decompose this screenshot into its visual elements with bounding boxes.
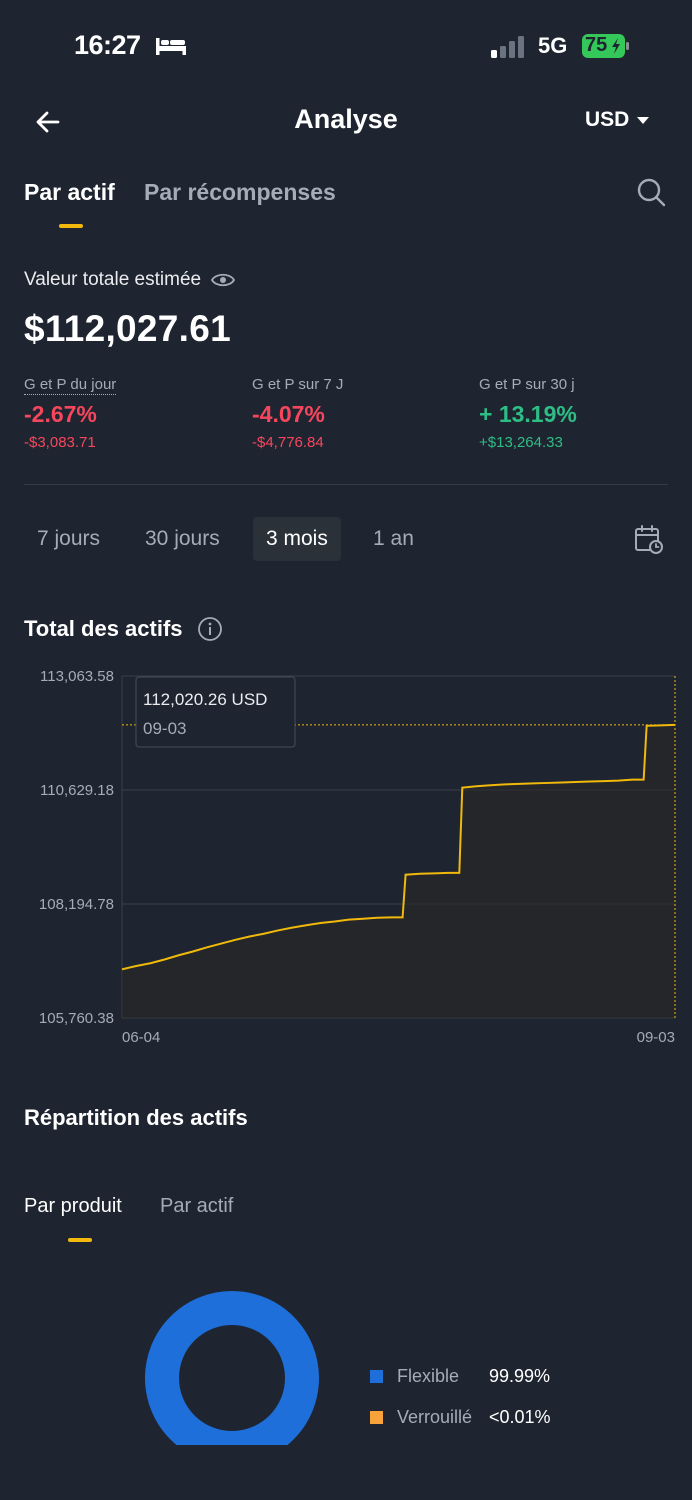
network-type: 5G (538, 33, 568, 58)
x-tick-start: 06-04 (122, 1029, 160, 1046)
chart-series-line (121, 723, 676, 971)
period-7d[interactable]: 7 jours (37, 527, 101, 550)
legend-value-locked: <0.01% (489, 1407, 551, 1427)
page-title: Analyse (294, 104, 398, 134)
pnl-30d-label: G et P sur 30 j (479, 376, 575, 393)
legend-value-flexible: 99.99% (489, 1366, 551, 1386)
chart-area-fill (122, 724, 675, 1018)
tab-by-asset-alloc[interactable]: Par actif (160, 1195, 234, 1217)
estimated-value-text: Valeur totale estimée (24, 269, 202, 290)
legend-name-flexible: Flexible (397, 1366, 460, 1386)
alloc-tab-indicator (68, 1238, 92, 1242)
total-value: $112,027.61 (24, 308, 232, 349)
legend-swatch-flexible (370, 1370, 383, 1383)
battery-level: 75 (585, 34, 608, 56)
info-icon[interactable] (197, 616, 223, 642)
total-assets-title: Total des actifs (24, 616, 223, 642)
back-arrow-icon[interactable] (34, 108, 62, 136)
eye-icon[interactable] (211, 272, 236, 288)
legend-locked: Verrouillé <0.01% (370, 1407, 551, 1428)
battery-icon: 75 (582, 34, 630, 58)
pnl-30d-amount: +$13,264.33 (479, 434, 563, 451)
divider (24, 484, 668, 485)
pnl-daily-label[interactable]: G et P du jour (24, 376, 117, 395)
signal-icon (491, 36, 524, 58)
pnl-7d-pct: -4.07% (252, 401, 325, 427)
pnl-7d-amount: -$4,776.84 (252, 434, 324, 451)
calendar-icon[interactable] (634, 524, 664, 554)
currency-selector[interactable]: USD (585, 108, 650, 132)
pnl-7d-label: G et P sur 7 J (252, 376, 344, 393)
currency-label: USD (585, 108, 630, 131)
tab-by-rewards[interactable]: Par récompenses (144, 179, 336, 205)
period-30d[interactable]: 30 jours (145, 527, 220, 550)
tab-by-asset[interactable]: Par actif (24, 179, 115, 205)
chart-tooltip: 112,020.26 USD 09-03 (135, 676, 296, 748)
status-time: 16:27 (74, 30, 141, 60)
legend-flexible: Flexible 99.99% (370, 1366, 550, 1387)
tooltip-date: 09-03 (143, 719, 186, 738)
search-icon[interactable] (636, 177, 666, 207)
pnl-30d: G et P sur 30 j + 13.19% +$13,264.33 (479, 376, 577, 451)
tab-active-indicator (59, 224, 83, 228)
tab-by-product[interactable]: Par produit (24, 1195, 122, 1217)
legend-swatch-locked (370, 1411, 383, 1424)
y-tick-label: 105,760.38 (39, 1010, 114, 1027)
y-tick-label: 110,629.18 (40, 782, 114, 799)
pnl-7d: G et P sur 7 J -4.07% -$4,776.84 (252, 376, 343, 451)
bed-icon (156, 38, 186, 55)
pnl-daily-pct: -2.67% (24, 401, 97, 427)
y-tick-label: 108,194.78 (39, 896, 114, 913)
pnl-30d-pct: + 13.19% (479, 401, 577, 427)
allocation-donut-chart[interactable] (140, 1285, 326, 1445)
caret-down-icon (637, 116, 650, 124)
period-3m[interactable]: 3 mois (253, 517, 341, 561)
x-tick-end: 09-03 (637, 1029, 675, 1046)
donut-slice-flexible (145, 1291, 319, 1445)
pnl-daily-amount: -$3,083.71 (24, 434, 96, 451)
estimated-value-label: Valeur totale estimée (24, 269, 236, 291)
total-assets-chart[interactable]: 113,063.58 110,629.18 108,194.78 105,760.38… (0, 660, 692, 1060)
y-tick-label: 113,063.58 (40, 668, 114, 685)
period-1y[interactable]: 1 an (373, 527, 414, 550)
total-assets-label: Total des actifs (24, 616, 183, 641)
allocation-title: Répartition des actifs (24, 1105, 248, 1130)
legend-name-locked: Verrouillé (397, 1407, 473, 1427)
pnl-daily: G et P du jour -2.67% -$3,083.71 (24, 376, 117, 451)
tooltip-value: 112,020.26 USD (143, 690, 267, 709)
